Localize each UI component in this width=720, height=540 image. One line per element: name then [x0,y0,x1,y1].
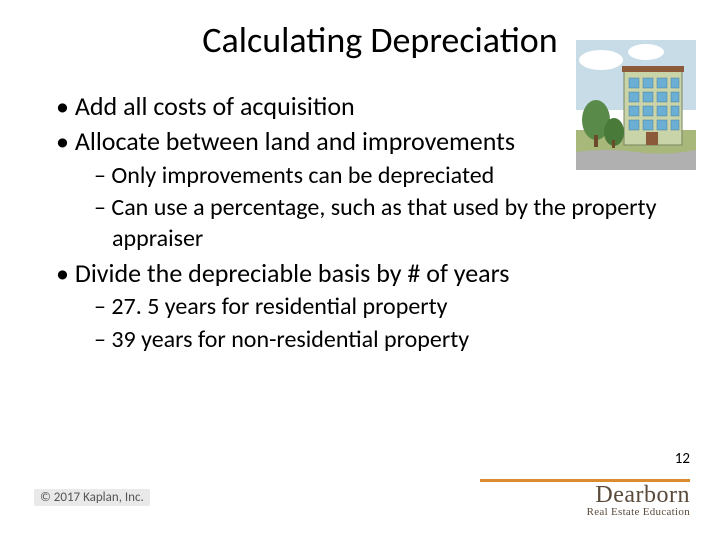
brand-tagline: Real Estate Education [587,507,690,518]
bullet-text: 27. 5 years for residential property [111,292,447,321]
bullet-lvl2: Can use a percentage, such as that used … [94,193,682,254]
slide: Calculating Depreciation Add all costs o… [0,0,720,540]
brand-logo: Dearborn Real Estate Education [587,483,690,518]
bullet-text: Add all costs of acquisition [75,90,355,122]
bullet-lvl1: Divide the depreciable basis by # of yea… [56,257,682,290]
bullet-text: 39 years for non-residential property [111,325,469,354]
page-number: 12 [675,450,690,468]
building-illustration [576,40,696,170]
copyright-text: © 2017 Kaplan, Inc. [34,489,150,506]
bullet-text: Allocate between land and improvements [75,125,515,157]
bullet-lvl2: 27. 5 years for residential property [94,292,682,323]
bullet-lvl2: 39 years for non-residential property [94,325,682,356]
bullet-text: Divide the depreciable basis by # of yea… [75,257,510,289]
bullet-text: Only improvements can be depreciated [111,161,494,190]
brand-name: Dearborn [587,483,690,507]
bullet-text: Can use a percentage, such as that used … [111,193,656,253]
